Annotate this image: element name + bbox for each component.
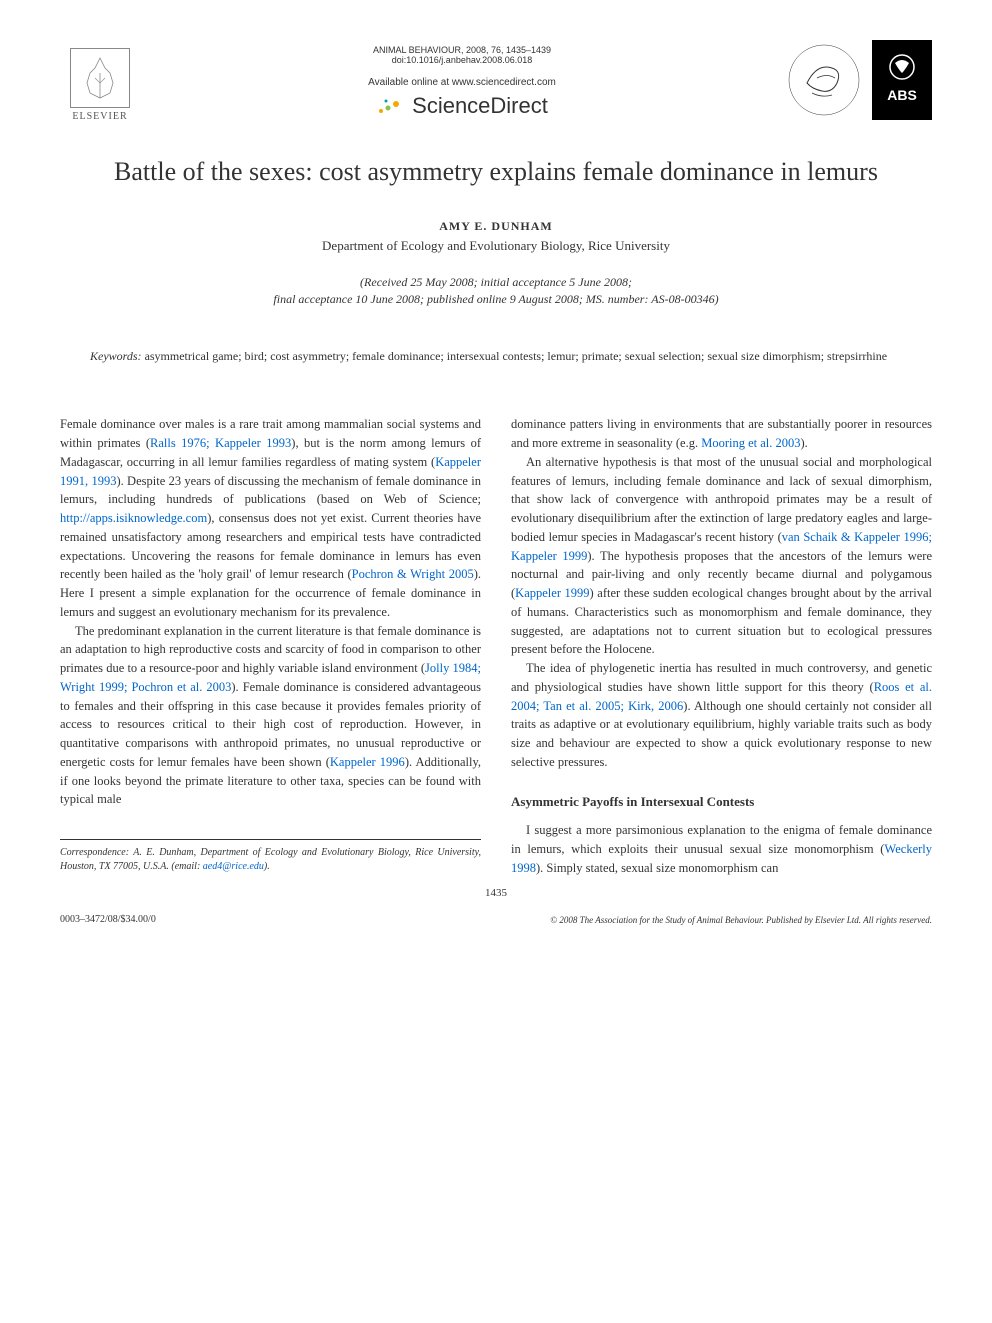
body-paragraph-inertia: The idea of phylogenetic inertia has res…	[511, 659, 932, 772]
author-email-link[interactable]: aed4@rice.edu	[203, 861, 264, 872]
journal-citation: ANIMAL BEHAVIOUR, 2008, 76, 1435–1439	[140, 45, 784, 55]
keywords-block: Keywords: asymmetrical game; bird; cost …	[60, 347, 932, 365]
keywords-label: Keywords:	[90, 349, 142, 363]
correspondence-block: Correspondence: A. E. Dunham, Department…	[60, 839, 481, 874]
intro-paragraph-2: The predominant explanation in the curre…	[60, 622, 481, 810]
abs-logo: ABS	[872, 40, 932, 120]
citation-link[interactable]: Ralls 1976; Kappeler 1993	[150, 436, 291, 450]
footer-row: 0003–3472/08/$34.00/0 © 2008 The Associa…	[60, 914, 932, 925]
available-online-text: Available online at www.sciencedirect.co…	[140, 77, 784, 88]
right-logos: ABS	[784, 40, 932, 120]
dates-line-2: final acceptance 10 June 2008; published…	[60, 291, 932, 308]
manuscript-dates: (Received 25 May 2008; initial acceptanc…	[60, 274, 932, 308]
right-column: dominance patters living in environments…	[511, 415, 932, 877]
sciencedirect-logo: ScienceDirect	[140, 93, 784, 119]
keywords-list: asymmetrical game; bird; cost asymmetry;…	[142, 349, 887, 363]
journal-center-info: ANIMAL BEHAVIOUR, 2008, 76, 1435–1439 do…	[140, 40, 784, 119]
body-paragraph-alt-hypothesis: An alternative hypothesis is that most o…	[511, 453, 932, 659]
intro-paragraph-1: Female dominance over males is a rare tr…	[60, 415, 481, 621]
elsevier-logo: ELSEVIER	[60, 40, 140, 130]
doi: doi:10.1016/j.anbehav.2008.06.018	[140, 55, 784, 65]
journal-top-row: ELSEVIER ANIMAL BEHAVIOUR, 2008, 76, 143…	[60, 40, 932, 130]
journal-bird-icon	[784, 40, 864, 120]
left-column: Female dominance over males is a rare tr…	[60, 415, 481, 877]
citation-link[interactable]: Kappeler 1999	[515, 586, 589, 600]
sciencedirect-label: ScienceDirect	[412, 93, 548, 119]
svg-text:ABS: ABS	[887, 87, 917, 103]
page-number: 1435	[60, 887, 932, 899]
dates-line-1: (Received 25 May 2008; initial acceptanc…	[60, 274, 932, 291]
author-name: AMY E. DUNHAM	[60, 219, 932, 234]
body-paragraph-continuation: dominance patters living in environments…	[511, 415, 932, 453]
elsevier-label: ELSEVIER	[72, 111, 127, 122]
elsevier-tree-icon	[70, 48, 130, 108]
citation-link[interactable]: Kappeler 1996	[330, 755, 405, 769]
article-body: Female dominance over males is a rare tr…	[60, 415, 932, 877]
external-url-link[interactable]: http://apps.isiknowledge.com	[60, 511, 207, 525]
citation-link[interactable]: Pochron & Wright 2005	[352, 567, 474, 581]
body-paragraph-asymmetric: I suggest a more parsimonious explanatio…	[511, 821, 932, 877]
citation-link[interactable]: Mooring et al. 2003	[701, 436, 800, 450]
copyright-text: © 2008 The Association for the Study of …	[550, 915, 932, 925]
article-title: Battle of the sexes: cost asymmetry expl…	[60, 155, 932, 189]
section-heading: Asymmetric Payoffs in Intersexual Contes…	[511, 792, 932, 812]
article-header: ELSEVIER ANIMAL BEHAVIOUR, 2008, 76, 143…	[60, 40, 932, 365]
sciencedirect-dots-icon	[376, 96, 406, 116]
author-affiliation: Department of Ecology and Evolutionary B…	[60, 238, 932, 254]
issn-code: 0003–3472/08/$34.00/0	[60, 914, 156, 925]
